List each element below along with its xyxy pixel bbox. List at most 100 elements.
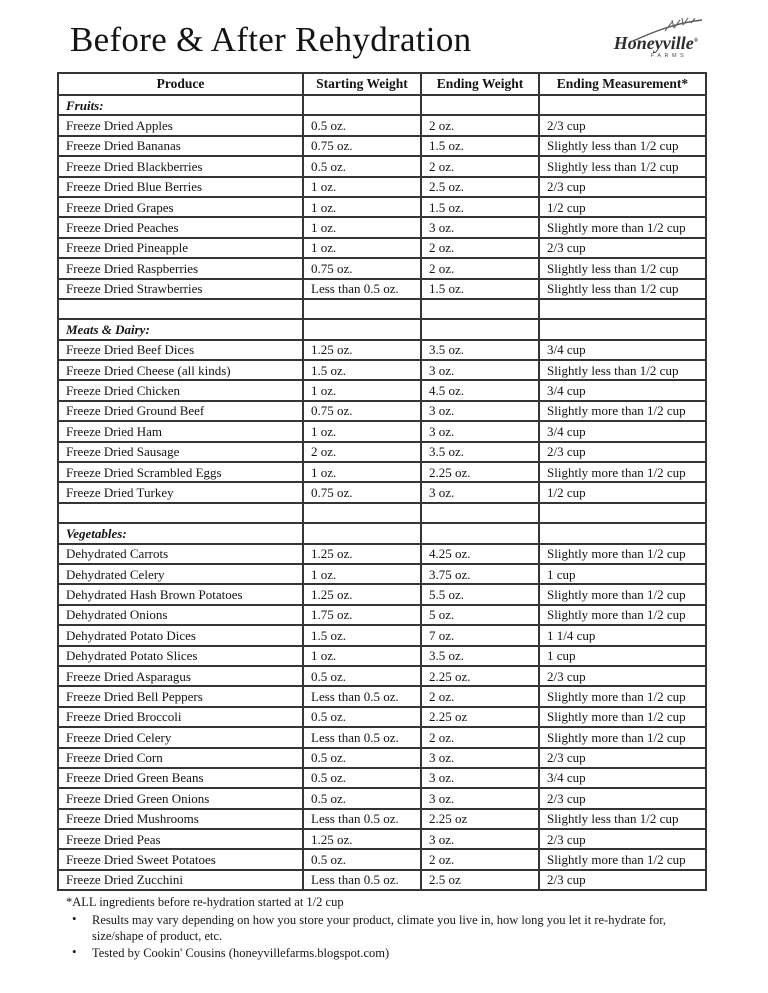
ending-weight-cell: 1.5 oz. [420,277,540,300]
produce-cell: Freeze Dried Cheese (all kinds) [57,359,304,382]
logo-wordmark: Honeyville® [613,33,699,53]
table-row: Freeze Dried Apples 0.5 oz. 2 oz. 2/3 cup [57,114,707,137]
produce-cell: Freeze Dried Celery [57,726,304,749]
table-row: Freeze Dried Strawberries Less than 0.5 o… [57,277,707,300]
produce-cell: Freeze Dried Blackberries [57,155,304,178]
starting-weight-cell: 0.5 oz. [302,848,422,871]
measurement-cell: 2/3 cup [538,236,707,260]
wheat-sprig-icon [632,18,703,42]
ending-weight-cell: 3 oz. [420,746,540,769]
table-row: Freeze Dried Green Onions 0.5 oz. 3 oz. 2/3… [57,787,707,810]
table-row: Freeze Dried Scrambled Eggs 1 oz. 2.25 oz.… [57,461,707,484]
starting-weight-cell: 0.75 oz. [302,257,422,280]
starting-weight-cell: 1 oz. [302,195,422,219]
ending-weight-cell: 3.5 oz. [420,644,540,667]
footnote-asterisk: *ALL ingredients before re-hydration sta… [66,895,344,909]
empty-cell [57,501,304,525]
ending-weight-cell: 4.5 oz. [420,379,540,402]
produce-cell: Freeze Dried Scrambled Eggs [57,461,304,484]
measurement-cell: Slightly more than 1/2 cup [538,848,707,871]
starting-weight-cell: 1 oz. [302,644,422,667]
measurement-cell: 1 1/4 cup [538,624,707,647]
produce-cell: Dehydrated Hash Brown Potatoes [57,583,304,606]
produce-cell: Freeze Dried Turkey [57,481,304,504]
empty-cell [538,501,707,525]
produce-cell: Freeze Dried Peaches [57,216,304,239]
starting-weight-cell: 0.75 oz. [302,399,422,423]
ending-weight-cell: 2.25 oz [420,705,540,729]
produce-cell: Freeze Dried Beef Dices [57,338,304,362]
starting-weight-cell: 1 oz. [302,420,422,443]
produce-cell: Fruits: [57,93,304,117]
starting-weight-cell: 1 oz. [302,461,422,484]
starting-weight-cell: 1.75 oz. [302,603,422,627]
produce-cell: Freeze Dried Peas [57,828,304,851]
starting-weight-cell: 1.5 oz. [302,624,422,647]
table-row: Freeze Dried Beef Dices 1.25 oz. 3.5 oz. 3/… [57,338,707,362]
starting-weight-cell: Less than 0.5 oz. [302,807,422,831]
table-row: Freeze Dried Peas 1.25 oz. 3 oz. 2/3 cup [57,828,707,851]
produce-cell: Freeze Dried Blue Berries [57,175,304,198]
table-row: Dehydrated Hash Brown Potatoes 1.25 oz. 5.… [57,583,707,606]
footnote-bullet: Results may vary depending on how you st… [64,911,696,944]
empty-cell [420,297,540,321]
measurement-cell: 2/3 cup [538,114,707,137]
measurement-cell: Slightly more than 1/2 cup [538,705,707,729]
ending-weight-cell: 1.5 oz. [420,134,540,158]
measurement-cell: 2/3 cup [538,787,707,810]
starting-weight-cell: 0.5 oz. [302,787,422,810]
measurement-cell: 3/4 cup [538,338,707,362]
table-row: Freeze Dried Raspberries 0.75 oz. 2 oz. Sli… [57,257,707,280]
produce-cell: Dehydrated Onions [57,603,304,627]
ending-weight-cell: 3 oz. [420,787,540,810]
measurement-cell: 3/4 cup [538,379,707,402]
ending-weight-cell: 5.5 oz. [420,583,540,606]
starting-weight-cell: 0.5 oz. [302,664,422,688]
produce-cell: Freeze Dried Asparagus [57,664,304,688]
ending-weight-cell: 2 oz. [420,685,540,708]
produce-cell: Freeze Dried Corn [57,746,304,769]
measurement-cell: Slightly less than 1/2 cup [538,134,707,158]
measurement-cell: 2/3 cup [538,868,707,892]
measurement-cell: Slightly more than 1/2 cup [538,216,707,239]
produce-cell: Freeze Dried Green Beans [57,766,304,790]
produce-cell: Dehydrated Celery [57,562,304,586]
starting-weight-cell: 0.5 oz. [302,155,422,178]
table-row: Freeze Dried Corn 0.5 oz. 3 oz. 2/3 cup [57,746,707,769]
starting-weight-cell: 0.5 oz. [302,705,422,729]
ending-weight-cell: 2.25 oz [420,807,540,831]
table-row: Freeze Dried Asparagus 0.5 oz. 2.25 oz. 2/3… [57,664,707,688]
produce-cell: Freeze Dried Ham [57,420,304,443]
table-row: Freeze Dried Broccoli 0.5 oz. 2.25 oz Sligh… [57,705,707,729]
starting-weight-cell: 0.5 oz. [302,114,422,137]
ending-weight-cell: 1.5 oz. [420,195,540,219]
produce-cell: Freeze Dried Raspberries [57,257,304,280]
measurement-cell: Slightly less than 1/2 cup [538,257,707,280]
ending-weight-cell: 2.5 oz [420,868,540,892]
column-header: Ending Weight [420,72,540,96]
honeyville-logo: Honeyville® FARMS [597,18,715,59]
ending-weight-cell: 7 oz. [420,624,540,647]
ending-weight-cell: 3 oz. [420,216,540,239]
ending-weight-cell: 5 oz. [420,603,540,627]
produce-cell: Freeze Dried Ground Beef [57,399,304,423]
empty-cell [302,93,422,117]
starting-weight-cell: 0.5 oz. [302,766,422,790]
produce-cell: Freeze Dried Bananas [57,134,304,158]
section-header-row: Vegetables: [57,522,707,545]
ending-weight-cell: 3 oz. [420,828,540,851]
measurement-cell: Slightly less than 1/2 cup [538,277,707,300]
starting-weight-cell: 1 oz. [302,379,422,402]
empty-cell [538,93,707,117]
measurement-cell: 1 cup [538,562,707,586]
table-row: Freeze Dried Turkey 0.75 oz. 3 oz. 1/2 cup [57,481,707,504]
empty-cell [302,501,422,525]
ending-weight-cell: 2 oz. [420,848,540,871]
ending-weight-cell: 3 oz. [420,481,540,504]
empty-cell [420,318,540,341]
column-header: Ending Measurement* [538,72,707,96]
ending-weight-cell: 2 oz. [420,236,540,260]
starting-weight-cell: 0.75 oz. [302,134,422,158]
table-row: Dehydrated Potato Dices 1.5 oz. 7 oz. 1 1/4… [57,624,707,647]
ending-weight-cell: 2 oz. [420,257,540,280]
